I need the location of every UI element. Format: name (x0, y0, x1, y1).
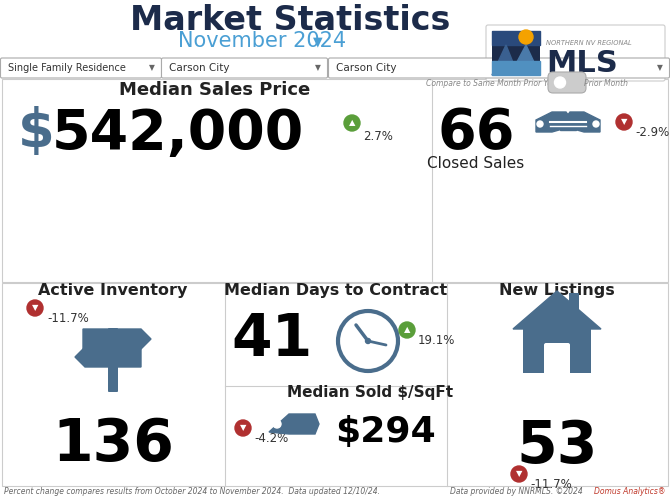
Polygon shape (513, 291, 601, 329)
Text: Compare to Same Month Prior Year: Compare to Same Month Prior Year (426, 79, 559, 88)
Polygon shape (492, 45, 518, 75)
Polygon shape (492, 61, 540, 75)
Text: Median Sales Price: Median Sales Price (119, 81, 311, 99)
FancyBboxPatch shape (161, 58, 328, 78)
Text: -2.9%: -2.9% (635, 127, 669, 140)
Text: November 2024: November 2024 (178, 31, 346, 51)
Circle shape (511, 466, 527, 482)
Polygon shape (536, 112, 572, 132)
Text: MLS: MLS (546, 48, 618, 78)
Text: Median Days to Contract: Median Days to Contract (224, 283, 448, 297)
FancyBboxPatch shape (328, 58, 669, 78)
Text: Carson City: Carson City (336, 63, 397, 73)
Circle shape (537, 121, 543, 127)
Circle shape (338, 311, 398, 371)
Text: Domus Analytics®: Domus Analytics® (594, 487, 665, 496)
Text: ▼: ▼ (31, 303, 38, 312)
Text: Carson City: Carson City (169, 63, 230, 73)
Circle shape (593, 121, 599, 127)
FancyBboxPatch shape (544, 343, 570, 375)
Text: ▼: ▼ (313, 35, 323, 48)
Text: Market Statistics: Market Statistics (130, 5, 450, 37)
Text: $: $ (18, 106, 55, 158)
Text: Single Family Residence: Single Family Residence (8, 63, 126, 73)
FancyBboxPatch shape (486, 25, 665, 81)
Text: ▲: ▲ (404, 326, 410, 335)
Text: 66: 66 (438, 106, 515, 160)
Polygon shape (492, 31, 540, 45)
Text: ▼: ▼ (315, 64, 321, 73)
Text: ▼: ▼ (620, 117, 627, 127)
Text: -4.2%: -4.2% (254, 432, 288, 446)
Text: 2.7%: 2.7% (363, 130, 393, 143)
Circle shape (27, 300, 43, 316)
Text: Median Sold $/SqFt: Median Sold $/SqFt (287, 386, 453, 401)
Text: Closed Sales: Closed Sales (427, 156, 525, 170)
Text: ▼: ▼ (657, 64, 663, 73)
Polygon shape (269, 414, 319, 434)
Polygon shape (75, 347, 141, 367)
FancyBboxPatch shape (2, 283, 668, 486)
Text: 542,000: 542,000 (52, 107, 304, 161)
Text: Data provided by NNRMLS. ©2024: Data provided by NNRMLS. ©2024 (450, 487, 585, 496)
FancyBboxPatch shape (492, 31, 540, 75)
Text: 41: 41 (231, 310, 313, 367)
Text: 19.1%: 19.1% (418, 335, 456, 347)
Text: ▲: ▲ (349, 118, 355, 128)
FancyBboxPatch shape (548, 72, 586, 93)
Text: ▼: ▼ (516, 470, 522, 478)
Circle shape (235, 420, 251, 436)
Circle shape (366, 339, 371, 344)
FancyBboxPatch shape (569, 293, 579, 311)
Text: ▼: ▼ (240, 423, 247, 432)
Text: 53: 53 (517, 417, 598, 474)
Text: ▼: ▼ (149, 64, 155, 73)
Text: $294: $294 (334, 415, 436, 449)
Polygon shape (564, 112, 600, 132)
Circle shape (273, 420, 281, 428)
Text: -11.7%: -11.7% (47, 312, 88, 326)
Text: -11.7%: -11.7% (530, 478, 572, 491)
Text: New Listings: New Listings (499, 283, 615, 297)
FancyBboxPatch shape (1, 58, 161, 78)
Text: 136: 136 (52, 415, 174, 473)
Circle shape (344, 115, 360, 131)
FancyBboxPatch shape (2, 79, 668, 282)
Circle shape (555, 77, 565, 88)
Circle shape (616, 114, 632, 130)
Text: NORTHERN NV REGIONAL: NORTHERN NV REGIONAL (546, 40, 632, 46)
Circle shape (399, 322, 415, 338)
Polygon shape (83, 329, 151, 349)
Circle shape (519, 30, 533, 44)
Polygon shape (510, 45, 540, 75)
Polygon shape (560, 114, 576, 130)
Text: Percent change compares results from October 2024 to November 2024.  Data update: Percent change compares results from Oct… (4, 487, 380, 496)
FancyBboxPatch shape (108, 328, 118, 392)
FancyBboxPatch shape (523, 327, 591, 373)
Text: Active Inventory: Active Inventory (38, 283, 188, 297)
Text: Prior Month: Prior Month (584, 79, 628, 88)
